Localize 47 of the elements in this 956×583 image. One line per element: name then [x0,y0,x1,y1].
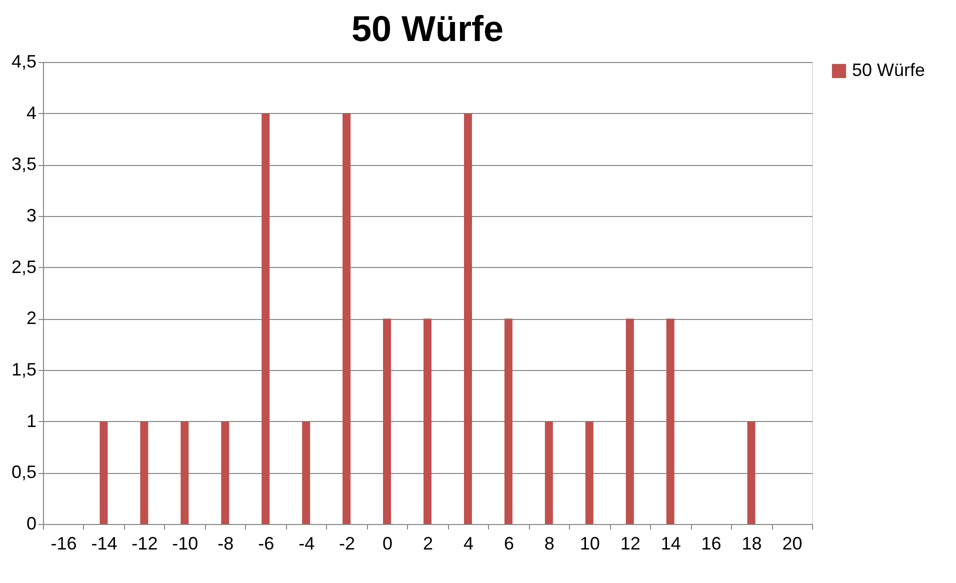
y-tick-label: 2,5 [11,256,36,277]
bar [100,421,108,524]
x-tick-label: 12 [620,534,640,554]
legend-label: 50 Würfe [852,60,926,80]
bar [626,318,634,524]
x-tick-label: 6 [504,534,514,554]
y-tick-label: 4,5 [11,52,36,72]
x-tick-label: -4 [298,534,315,554]
bar [666,318,674,524]
x-tick-label: -14 [91,534,118,554]
y-tick-label: 4 [26,102,36,123]
bar [221,421,230,524]
chart-title: 50 Würfe [351,8,504,49]
x-tick-label: 10 [580,534,600,554]
x-tick-label: 16 [701,534,722,554]
x-tick-label: -8 [218,534,234,554]
bar [383,318,392,524]
bar [262,113,270,524]
x-tick-label: -12 [132,534,158,554]
x-tick-label: -16 [50,534,77,554]
bar [342,113,351,524]
bar [464,113,472,524]
x-tick-label: -2 [339,534,356,554]
y-tick-label: 1 [26,410,36,431]
y-tick-label: 3,5 [11,154,36,174]
bar [504,318,512,524]
x-tick-label: 8 [544,534,554,554]
bar [140,421,148,524]
bar [180,421,189,524]
x-tick-label: -6 [258,534,274,554]
bar [424,318,432,524]
x-tick-label: 4 [463,534,474,554]
x-tick-label: 14 [660,534,681,554]
bar [747,421,756,524]
y-tick-label: 3 [26,206,36,226]
x-tick-label: 0 [382,534,393,554]
x-tick-label: 2 [422,534,434,554]
y-tick-label: 2 [26,308,36,328]
x-tick-label: -10 [172,534,198,554]
y-tick-label: 1,5 [11,360,36,380]
x-tick-label: 20 [782,534,802,554]
y-tick-label: 0 [26,514,36,534]
x-tick-label: 18 [742,534,762,554]
bar [302,421,310,524]
bar [585,421,594,524]
y-tick-label: 0,5 [11,462,36,482]
bar [544,421,553,524]
